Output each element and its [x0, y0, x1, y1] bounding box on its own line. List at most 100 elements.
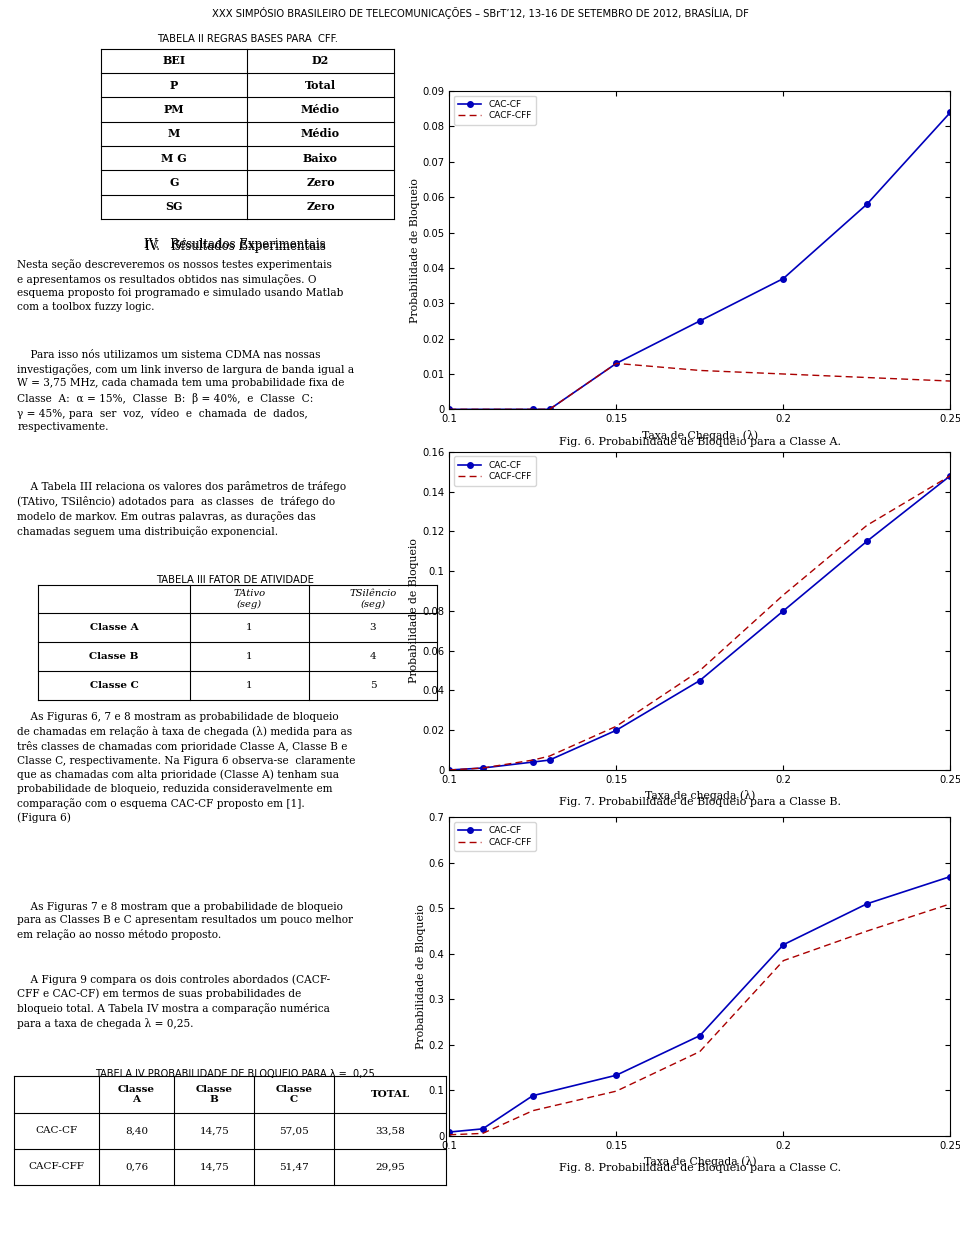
Text: Fig. 7. Probabilidade de Bloqueio para a Classe B.: Fig. 7. Probabilidade de Bloqueio para a…	[559, 797, 841, 807]
Text: 57,05: 57,05	[279, 1126, 309, 1136]
X-axis label: Taxa de Chegada  (λ): Taxa de Chegada (λ)	[642, 429, 757, 441]
Text: XXX SIMPÓSIO BRASILEIRO DE TELECOMUNICAÇÕES – SBrT’12, 13-16 DE SETEMBRO DE 2012: XXX SIMPÓSIO BRASILEIRO DE TELECOMUNICAÇ…	[211, 7, 749, 19]
CACF-CFF	[477, 760, 489, 775]
Y-axis label: Probabilidade de Bloqueio: Probabilidade de Bloqueio	[416, 904, 426, 1050]
Text: 51,47: 51,47	[279, 1162, 309, 1172]
CACF-CFF	[778, 588, 789, 603]
CACF-CFF	[861, 369, 873, 384]
CAC-CF	[444, 1124, 455, 1139]
Text: Zero: Zero	[306, 201, 335, 212]
Text: Classe C: Classe C	[89, 680, 138, 690]
Text: SG: SG	[165, 201, 182, 212]
CAC-CF	[861, 197, 873, 212]
CAC-CF	[527, 755, 539, 770]
CACF-CFF	[527, 753, 539, 768]
CACF-CFF	[694, 663, 706, 678]
Y-axis label: Probabilidade de Bloqueio: Probabilidade de Bloqueio	[410, 177, 420, 323]
Legend: CAC-CF, CACF-CFF: CAC-CF, CACF-CFF	[454, 457, 536, 485]
CAC-CF	[527, 402, 539, 417]
Text: Fig. 6. Probabilidade de Bloqueio para a Classe A.: Fig. 6. Probabilidade de Bloqueio para a…	[559, 437, 841, 447]
CACF-CFF	[945, 468, 956, 483]
Text: A Tabela III relaciona os valores dos parâmetros de tráfego
(TAtivo, TSilêncio) : A Tabela III relaciona os valores dos pa…	[17, 480, 347, 537]
Text: Classe B: Classe B	[89, 651, 139, 661]
Text: P: P	[170, 80, 179, 91]
Text: 0,76: 0,76	[125, 1162, 148, 1172]
Text: 29,95: 29,95	[375, 1162, 405, 1172]
CACF-CFF	[543, 749, 555, 764]
CAC-CF	[527, 1088, 539, 1103]
Text: Baixo: Baixo	[303, 152, 338, 163]
CACF-CFF	[945, 373, 956, 388]
Text: Para isso nós utilizamos um sistema CDMA nas nossas
investigações, com um link i: Para isso nós utilizamos um sistema CDMA…	[17, 349, 354, 432]
Line: CAC-CF: CAC-CF	[446, 473, 953, 773]
Text: Médio: Médio	[300, 129, 340, 140]
Text: Classe
B: Classe B	[196, 1085, 232, 1104]
CAC-CF	[945, 468, 956, 483]
Legend: CAC-CF, CACF-CFF: CAC-CF, CACF-CFF	[454, 822, 536, 851]
X-axis label: Taxa de chegada (λ): Taxa de chegada (λ)	[645, 790, 755, 801]
Y-axis label: Probabilidade de Bloqueio: Probabilidade de Bloqueio	[409, 538, 420, 684]
Text: Zero: Zero	[306, 177, 335, 188]
Text: Total: Total	[305, 80, 336, 91]
CACF-CFF	[543, 402, 555, 417]
Text: TOTAL: TOTAL	[371, 1090, 410, 1099]
CAC-CF	[694, 313, 706, 328]
Text: Médio: Médio	[300, 104, 340, 115]
CAC-CF	[611, 356, 622, 371]
CAC-CF	[543, 753, 555, 768]
Text: As Figuras 7 e 8 mostram que a probabilidade de bloqueio
para as Classes B e C a: As Figuras 7 e 8 mostram que a probabili…	[17, 901, 353, 940]
Line: CAC-CF: CAC-CF	[446, 110, 953, 412]
CAC-CF	[778, 271, 789, 286]
Text: D2: D2	[312, 55, 329, 66]
CAC-CF	[611, 1068, 622, 1083]
Text: Fig. 8. Probabilidade de Bloqueio para a Classe C.: Fig. 8. Probabilidade de Bloqueio para a…	[559, 1163, 841, 1173]
CAC-CF	[861, 534, 873, 549]
CAC-CF	[778, 603, 789, 618]
CACF-CFF	[778, 367, 789, 382]
CACF-CFF	[861, 924, 873, 938]
CAC-CF	[945, 105, 956, 120]
Text: TABELA III FATOR DE ATIVIDADE: TABELA III FATOR DE ATIVIDADE	[156, 574, 314, 585]
Text: 1: 1	[246, 623, 252, 633]
CAC-CF	[477, 1122, 489, 1137]
CAC-CF	[861, 896, 873, 911]
CACF-CFF	[444, 763, 455, 778]
Line: CACF-CFF: CACF-CFF	[449, 904, 950, 1134]
CACF-CFF	[527, 402, 539, 417]
Text: 8,40: 8,40	[125, 1126, 148, 1136]
CACF-CFF	[694, 363, 706, 378]
Text: As Figuras 6, 7 e 8 mostram as probabilidade de bloqueio
de chamadas em relação : As Figuras 6, 7 e 8 mostram as probabili…	[17, 711, 355, 822]
Text: 5: 5	[370, 680, 376, 690]
CAC-CF	[543, 402, 555, 417]
Text: 14,75: 14,75	[200, 1162, 229, 1172]
Text: 33,58: 33,58	[375, 1126, 405, 1136]
Text: BEI: BEI	[162, 55, 185, 66]
Text: IV.   Resultados Experimentais: IV. Resultados Experimentais	[144, 237, 326, 251]
Line: CACF-CFF: CACF-CFF	[449, 475, 950, 770]
Text: TAtivo
(seg): TAtivo (seg)	[233, 589, 266, 609]
CACF-CFF	[945, 896, 956, 911]
X-axis label: Taxa de Chegada (λ): Taxa de Chegada (λ)	[643, 1156, 756, 1167]
CAC-CF	[694, 673, 706, 688]
Text: CAC-CF: CAC-CF	[36, 1126, 78, 1136]
CAC-CF	[611, 723, 622, 738]
CAC-CF	[778, 937, 789, 952]
CACF-CFF	[444, 402, 455, 417]
CACF-CFF	[611, 1083, 622, 1098]
Text: IV.   ẞẛsultados ẞxperimentais: IV. ẞẛsultados ẞxperimentais	[145, 237, 325, 253]
Text: 1: 1	[246, 680, 252, 690]
CAC-CF	[444, 763, 455, 778]
CAC-CF	[477, 760, 489, 775]
Text: 1: 1	[246, 651, 252, 661]
Text: 3: 3	[370, 623, 376, 633]
Text: Classe
A: Classe A	[118, 1085, 155, 1104]
Text: M G: M G	[161, 152, 187, 163]
Text: TSilêncio
(seg): TSilêncio (seg)	[349, 589, 396, 609]
Text: TABELA II REGRAS BASES PARA  CFF.: TABELA II REGRAS BASES PARA CFF.	[156, 34, 338, 44]
Text: PM: PM	[164, 104, 184, 115]
Line: CACF-CFF: CACF-CFF	[449, 363, 950, 409]
CACF-CFF	[527, 1103, 539, 1118]
Legend: CAC-CF, CACF-CFF: CAC-CF, CACF-CFF	[454, 96, 536, 125]
CACF-CFF	[477, 1126, 489, 1141]
CAC-CF	[444, 402, 455, 417]
